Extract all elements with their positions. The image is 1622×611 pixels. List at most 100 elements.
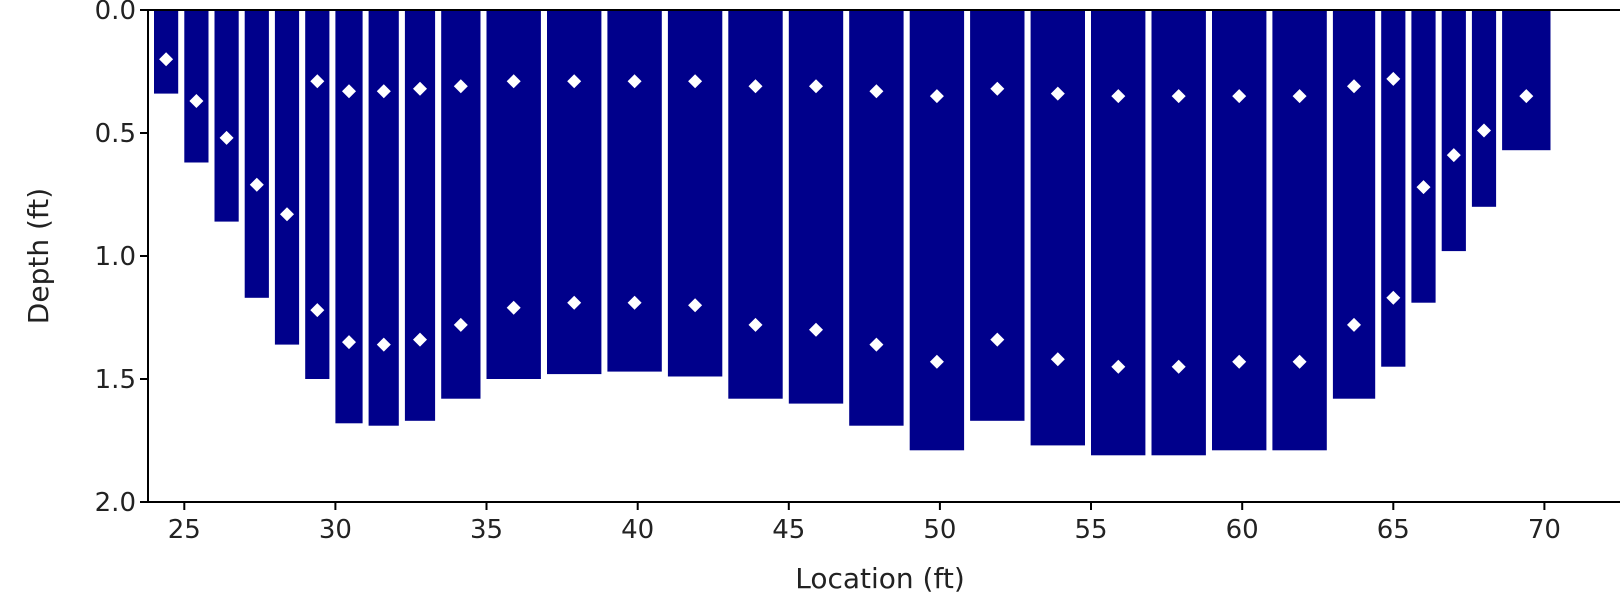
bar-16 [788,11,844,404]
measurement-point-27-1 [1416,180,1431,195]
bar-22 [1151,11,1206,456]
measurement-point-14-2 [688,298,703,313]
measurement-point-5-1 [280,207,294,222]
bar-11 [486,11,541,379]
x-ticks: 25 30 35 40 45 50 55 60 65 70 [168,502,1561,545]
bar-4 [244,11,269,298]
measurement-point-16-1 [809,79,823,94]
measurement-point-7-1 [342,84,356,99]
measurement-point-1-1 [159,52,174,67]
measurement-point-6-1 [310,74,325,89]
measurement-point-8-1 [376,84,391,99]
bar-28 [1441,11,1466,252]
measurement-point-23-2 [1232,354,1247,369]
y-tick-label-1: 0.5 [95,119,136,149]
measurement-point-18-1 [929,89,944,104]
bar-2 [184,11,209,163]
bar-24 [1272,11,1327,451]
measurement-point-15-1 [748,79,763,94]
measurement-point-20-1 [1050,86,1065,101]
bar-15 [728,11,783,399]
measurement-point-19-1 [990,81,1005,96]
measurement-point-26-1 [1386,71,1401,86]
measurement-point-24-2 [1292,354,1307,369]
bar-27 [1411,11,1436,303]
measurement-point-16-2 [809,322,823,337]
measurement-point-7-2 [342,335,356,350]
bars-layer [154,11,1551,456]
bar-9 [404,11,436,421]
y-tick-label-3: 1.5 [95,365,136,395]
x-tick-label-30: 30 [319,515,352,545]
measurement-point-22-2 [1171,359,1186,374]
measurement-point-8-2 [376,337,391,352]
x-tick-label-25: 25 [168,515,201,545]
measurement-point-14-1 [688,74,703,89]
bar-3 [214,11,239,222]
measurement-point-28-1 [1446,148,1461,163]
measurement-point-18-2 [929,354,944,369]
measurement-point-15-2 [748,317,763,332]
measurement-point-20-2 [1050,352,1065,367]
bar-6 [305,11,330,379]
measurement-point-10-1 [453,79,468,94]
y-tick-label-0: 0.0 [95,0,136,26]
measurement-point-2-1 [189,94,204,108]
measurement-point-29-1 [1477,123,1491,138]
measurement-point-19-2 [990,332,1005,347]
bar-12 [547,11,602,375]
measurement-point-12-1 [567,74,582,89]
bar-30 [1502,11,1551,151]
measurement-point-13-2 [627,295,642,310]
x-tick-label-60: 60 [1226,515,1259,545]
bar-14 [667,11,723,377]
bar-29 [1471,11,1497,207]
measurement-point-11-2 [506,300,521,315]
x-tick-label-70: 70 [1528,515,1561,545]
x-tick-label-65: 65 [1377,515,1410,545]
bar-23 [1212,11,1267,451]
bar-13 [607,11,662,372]
measurement-point-25-1 [1347,79,1361,94]
measurement-point-9-1 [413,81,427,96]
y-tick-label-4: 2.0 [95,488,136,518]
measurement-point-25-2 [1347,317,1361,332]
measurement-point-30-1 [1519,89,1534,104]
x-tick-label-55: 55 [1074,515,1107,545]
measurement-point-9-2 [413,332,427,347]
measurement-point-23-1 [1232,89,1247,104]
bar-10 [441,11,481,399]
measurement-point-13-1 [627,74,642,89]
bar-5 [274,11,300,345]
bar-25 [1332,11,1376,399]
measurement-point-21-2 [1111,359,1126,374]
measurement-point-12-2 [567,295,582,310]
bar-18 [909,11,965,451]
bar-17 [849,11,904,426]
x-tick-label-50: 50 [923,515,956,545]
measurement-point-17-2 [869,337,884,352]
bar-21 [1091,11,1146,456]
y-axis-title: Depth (ft) [22,188,55,324]
points-layer [159,52,1534,374]
measurement-point-4-1 [249,177,264,192]
x-axis-title: Location (ft) [795,562,965,595]
bar-7 [335,11,363,424]
bar-19 [970,11,1025,421]
x-tick-label-40: 40 [621,515,654,545]
x-tick-label-45: 45 [772,515,805,545]
y-ticks: 0.0 0.5 1.0 1.5 2.0 [95,0,148,518]
measurement-point-3-1 [219,130,234,145]
measurement-point-22-1 [1171,89,1186,104]
measurement-point-6-2 [310,303,325,318]
measurement-point-17-1 [869,84,884,99]
bar-20 [1030,11,1085,446]
measurement-point-10-2 [453,317,468,332]
bar-8 [368,11,399,426]
measurement-point-26-2 [1386,290,1401,305]
measurement-point-24-1 [1292,89,1307,104]
x-tick-label-35: 35 [470,515,503,545]
bar-26 [1381,11,1406,367]
y-tick-label-2: 1.0 [95,242,136,272]
